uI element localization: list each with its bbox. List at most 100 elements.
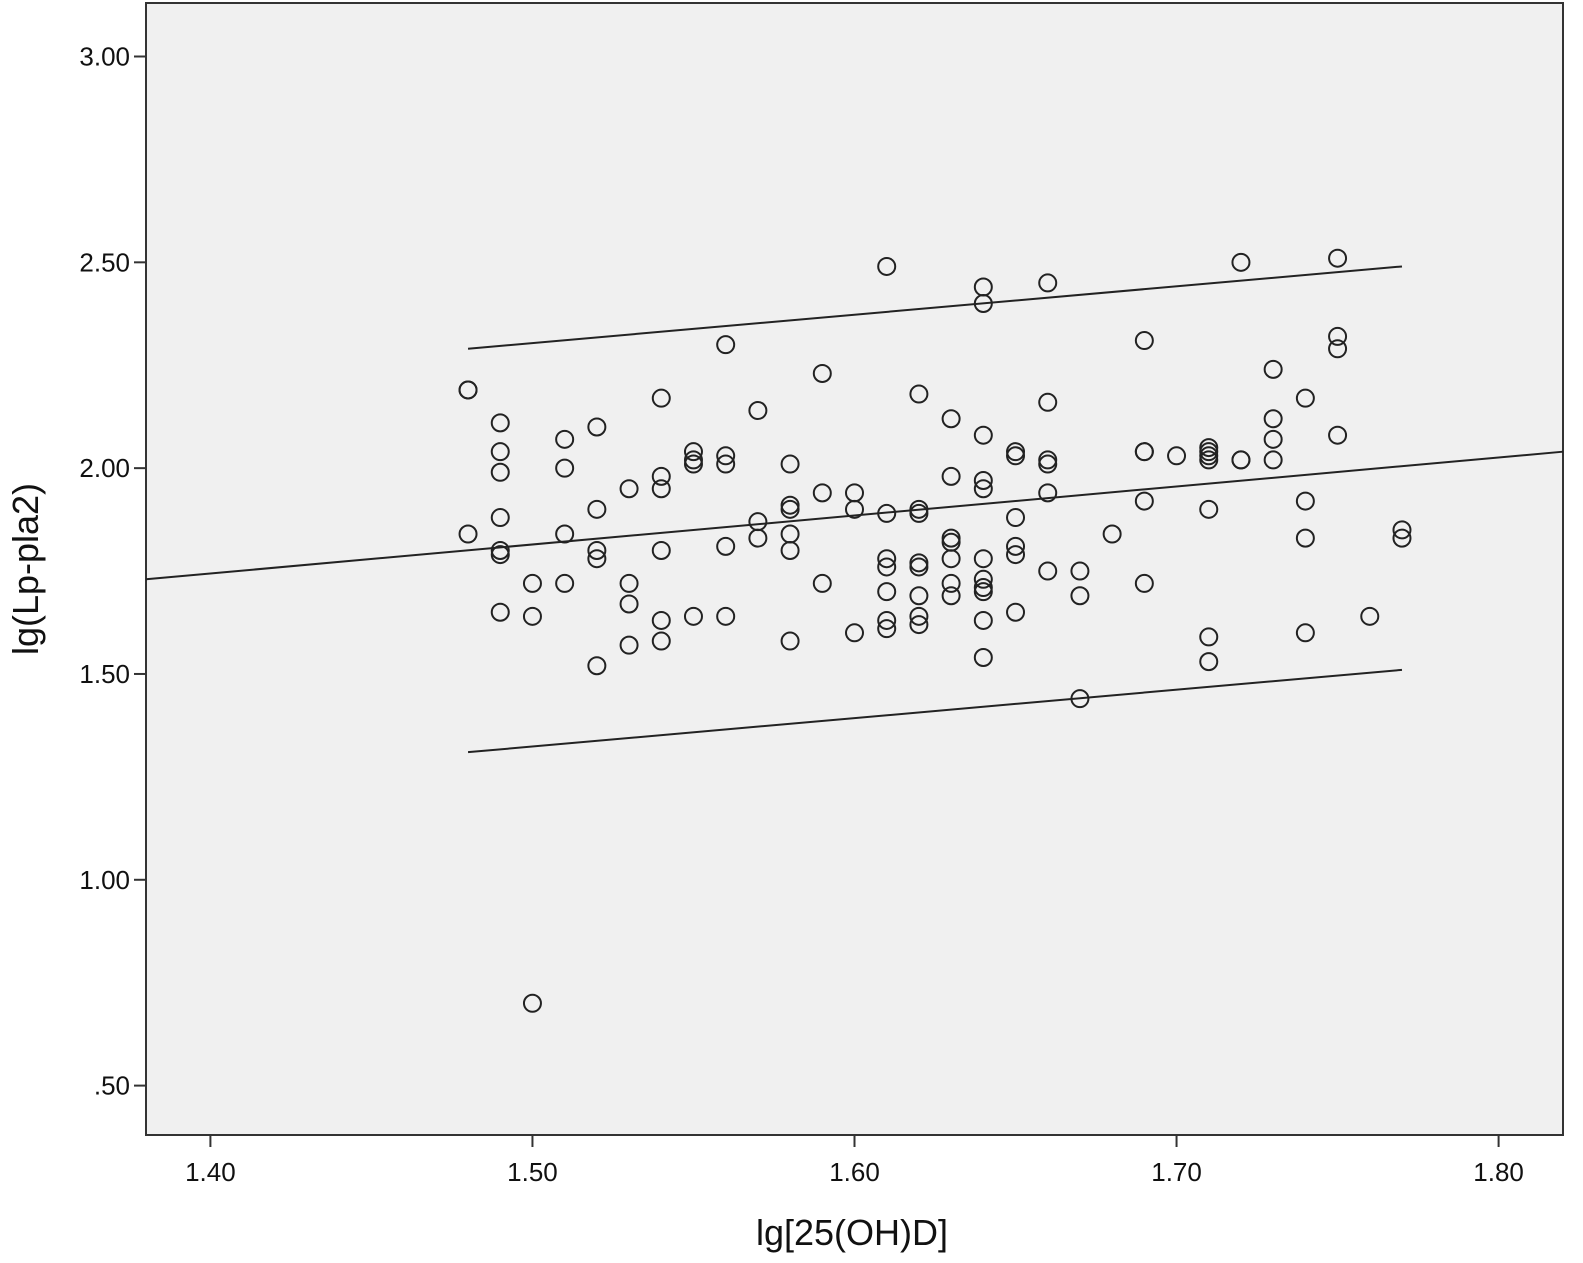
x-tick-label: 1.70 xyxy=(1151,1157,1202,1187)
data-point xyxy=(941,573,961,593)
data-point xyxy=(555,524,575,544)
data-points xyxy=(458,248,1412,1013)
x-tick-label: 1.60 xyxy=(829,1157,880,1187)
data-point xyxy=(973,470,993,490)
data-point xyxy=(780,631,800,651)
data-point xyxy=(1167,446,1187,466)
data-point xyxy=(1295,491,1315,511)
data-point xyxy=(651,479,671,499)
data-point xyxy=(909,586,929,606)
data-point xyxy=(1199,627,1219,647)
data-point xyxy=(877,557,897,577)
data-point xyxy=(619,635,639,655)
data-point xyxy=(1328,339,1348,359)
data-point xyxy=(973,582,993,602)
x-axis: 1.40 1.50 1.60 1.70 1.80 xyxy=(185,1135,1524,1187)
data-point xyxy=(1328,326,1348,346)
data-point xyxy=(587,549,607,569)
data-point xyxy=(1038,483,1058,503)
data-point xyxy=(587,656,607,676)
data-point xyxy=(877,582,897,602)
data-point xyxy=(1134,491,1154,511)
data-point xyxy=(1006,508,1026,528)
data-point xyxy=(1038,273,1058,293)
data-point xyxy=(1231,252,1251,272)
data-point xyxy=(1006,536,1026,556)
y-axis-title: lg(Lp-pla2) xyxy=(5,483,46,655)
data-point xyxy=(1006,602,1026,622)
data-point xyxy=(1263,359,1283,379)
data-point xyxy=(877,549,897,569)
data-point xyxy=(490,602,510,622)
data-point xyxy=(458,524,478,544)
data-point xyxy=(1070,689,1090,709)
data-point xyxy=(877,619,897,639)
data-point xyxy=(1006,446,1026,466)
data-point xyxy=(683,454,703,474)
data-point xyxy=(909,557,929,577)
data-point xyxy=(651,466,671,486)
data-point xyxy=(973,479,993,499)
data-point xyxy=(941,409,961,429)
data-point xyxy=(973,425,993,445)
data-point xyxy=(1328,248,1348,268)
data-point xyxy=(522,993,542,1013)
data-point xyxy=(780,499,800,519)
x-axis-title: lg[25(OH)D] xyxy=(756,1212,948,1253)
data-point xyxy=(1134,442,1154,462)
data-point xyxy=(587,499,607,519)
data-point xyxy=(619,573,639,593)
data-point xyxy=(973,610,993,630)
x-tick-label: 1.40 xyxy=(185,1157,236,1187)
y-tick-label: .50 xyxy=(94,1071,130,1101)
data-point xyxy=(458,380,478,400)
data-point xyxy=(683,442,703,462)
data-point xyxy=(651,631,671,651)
data-point xyxy=(1070,586,1090,606)
data-point xyxy=(812,483,832,503)
data-point xyxy=(555,573,575,593)
data-point xyxy=(651,388,671,408)
data-point xyxy=(1038,454,1058,474)
data-point xyxy=(973,549,993,569)
data-point xyxy=(490,508,510,528)
data-point xyxy=(1102,524,1122,544)
data-point xyxy=(845,499,864,519)
data-point xyxy=(490,462,510,482)
x-tick-label: 1.50 xyxy=(507,1157,558,1187)
data-point xyxy=(490,442,510,462)
data-point xyxy=(1263,409,1283,429)
data-point xyxy=(877,503,897,523)
data-point xyxy=(812,363,832,383)
data-point xyxy=(490,540,510,560)
data-point xyxy=(909,606,929,626)
data-point xyxy=(1231,450,1251,470)
data-point xyxy=(619,594,639,614)
data-point xyxy=(973,648,993,668)
data-point xyxy=(1199,652,1219,672)
data-point xyxy=(1392,528,1412,548)
regression-lines xyxy=(145,265,1564,754)
y-tick-label: 3.00 xyxy=(79,42,130,72)
data-point xyxy=(909,384,929,404)
x-tick-label: 1.80 xyxy=(1473,1157,1524,1187)
y-tick-label: 1.50 xyxy=(79,659,130,689)
data-point xyxy=(1070,561,1090,581)
data-point xyxy=(780,540,800,560)
data-point xyxy=(909,615,929,635)
data-point xyxy=(1006,545,1026,565)
fit-line xyxy=(145,450,1564,581)
data-point xyxy=(555,429,575,449)
data-point xyxy=(587,540,607,560)
data-point xyxy=(1263,450,1283,470)
data-point xyxy=(973,293,993,313)
data-point xyxy=(1134,331,1154,351)
data-point xyxy=(716,446,736,466)
data-point xyxy=(973,569,993,589)
data-point xyxy=(619,479,639,499)
data-point xyxy=(941,466,961,486)
y-tick-label: 2.00 xyxy=(79,453,130,483)
upper-prediction-line xyxy=(467,265,1403,350)
data-point xyxy=(748,528,768,548)
data-point xyxy=(716,536,736,556)
